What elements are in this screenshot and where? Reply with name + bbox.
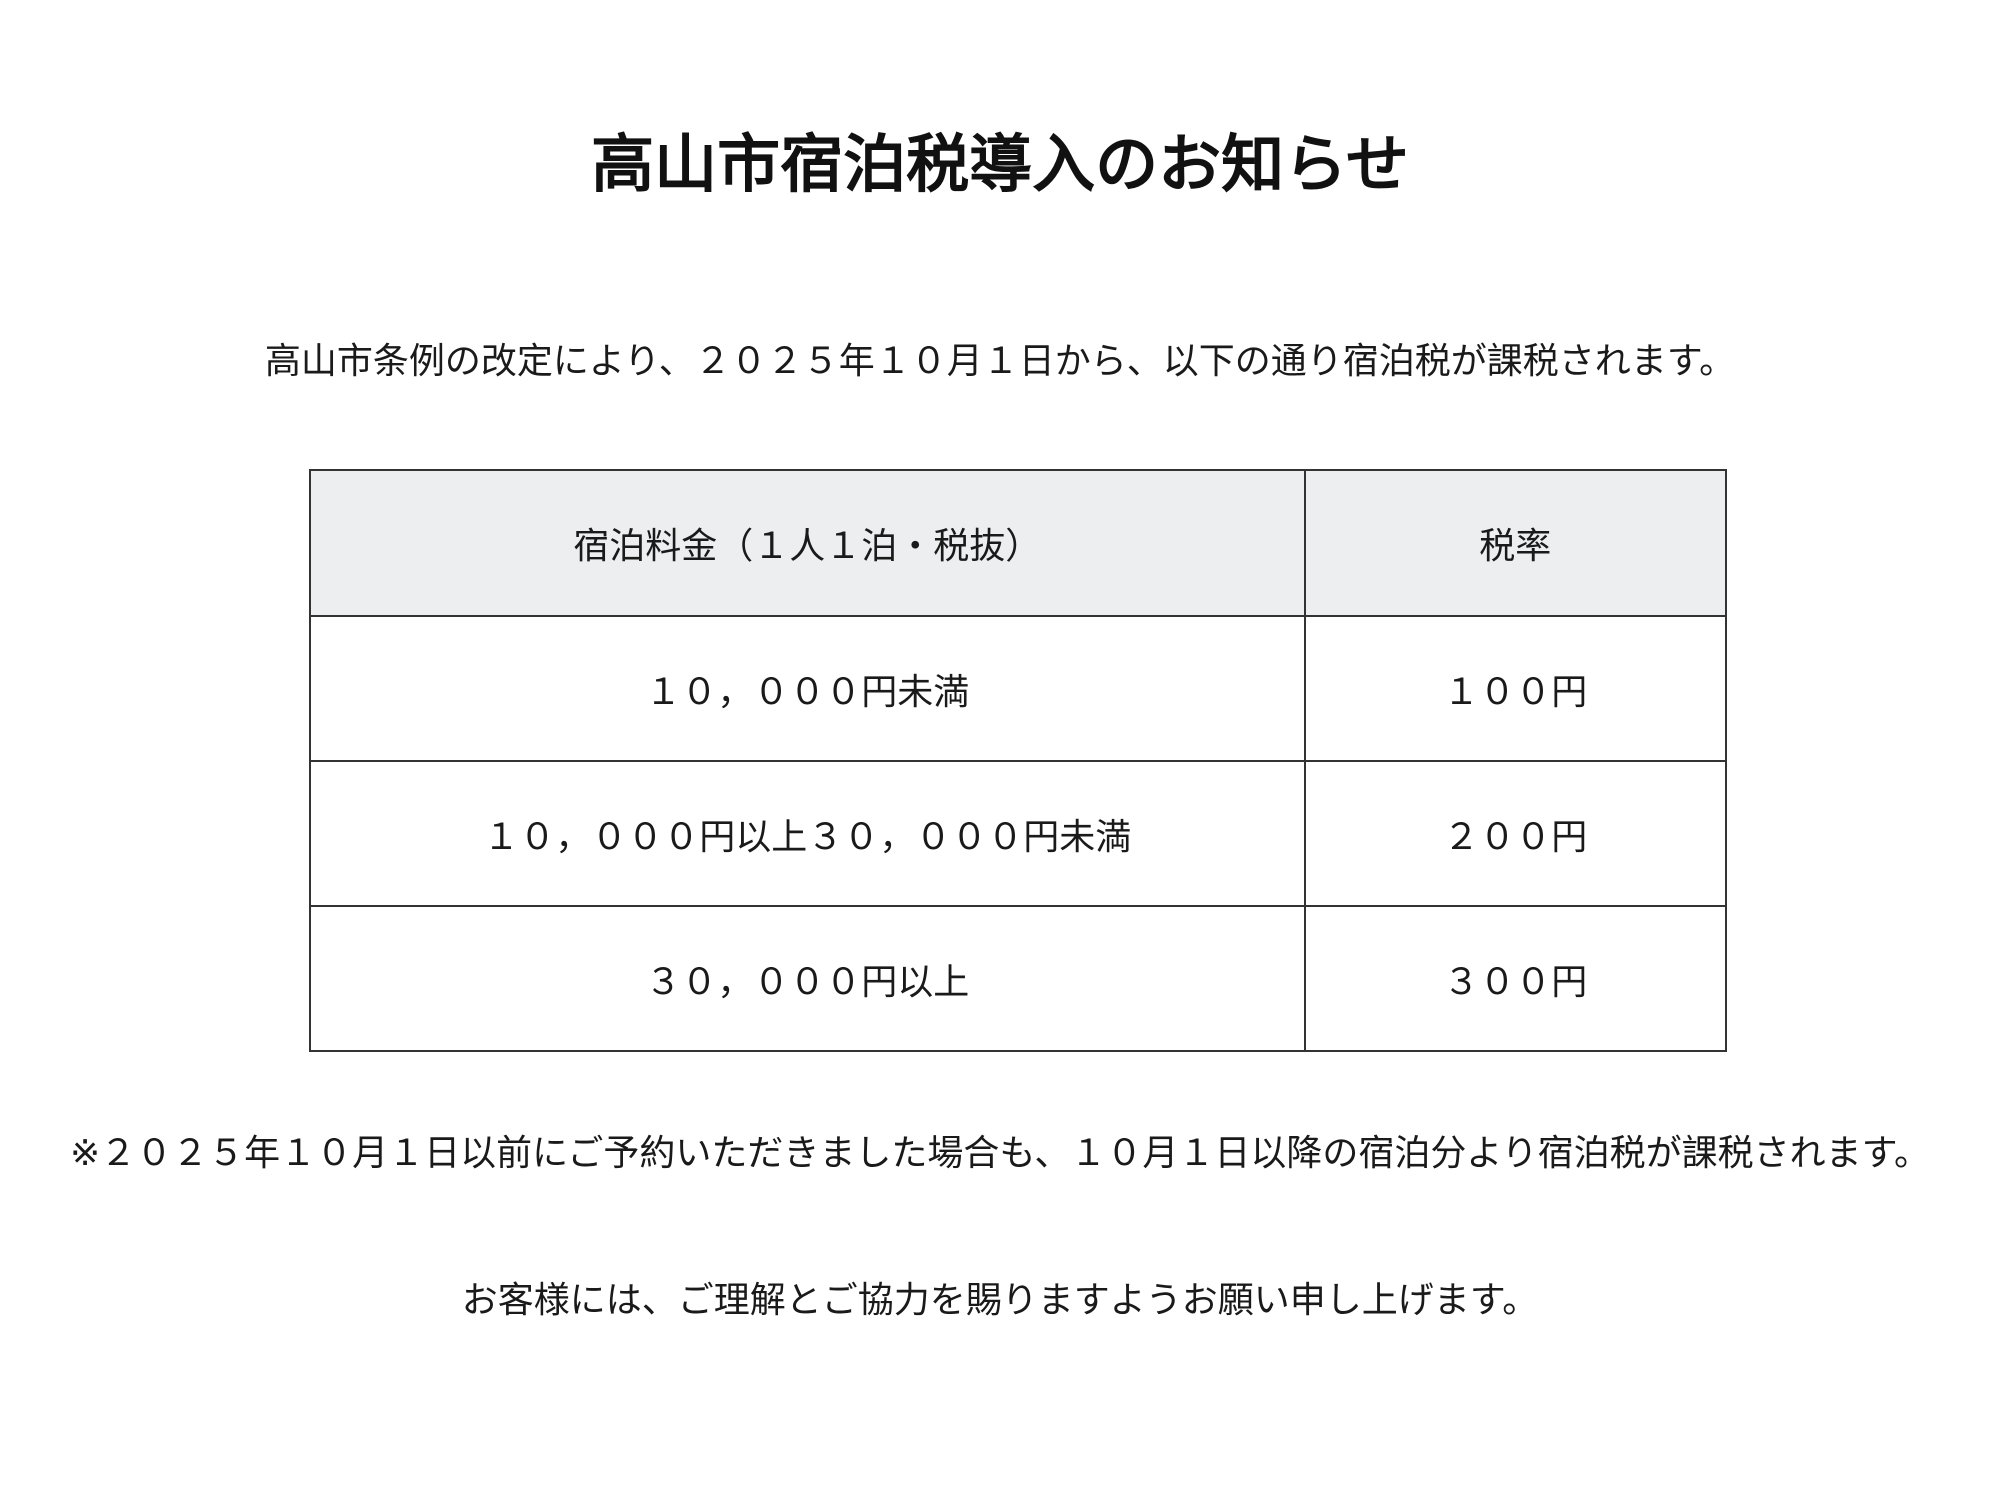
note-text: ※２０２５年１０月１日以前にご予約いただきました場合も、１０月１日以降の宿泊分よ… — [69, 1133, 1931, 1174]
price-cell: １０，０００円未満 — [309, 615, 1306, 762]
rate-cell: １００円 — [1303, 615, 1728, 762]
table-row: ３０，０００円以上 ３００円 — [309, 905, 1728, 1052]
price-cell: １０，０００円以上３０，０００円未満 — [309, 760, 1306, 907]
header-rate: 税率 — [1303, 469, 1728, 617]
header-price: 宿泊料金（１人１泊・税抜） — [309, 469, 1306, 617]
closing-text: お客様には、ご理解とご協力を賜りますようお願い申し上げます。 — [461, 1280, 1539, 1321]
page-title: 高山市宿泊税導入のお知らせ — [591, 128, 1409, 201]
table-header-row: 宿泊料金（１人１泊・税抜） 税率 — [309, 469, 1728, 617]
rate-cell: ２００円 — [1303, 760, 1728, 907]
rate-cell: ３００円 — [1303, 905, 1728, 1052]
table-row: １０，０００円未満 １００円 — [309, 615, 1728, 762]
price-cell: ３０，０００円以上 — [309, 905, 1306, 1052]
tax-rate-table: 宿泊料金（１人１泊・税抜） 税率 １０，０００円未満 １００円 １０，０００円以… — [309, 469, 1728, 1052]
intro-text: 高山市条例の改定により、２０２５年１０月１日から、以下の通り宿泊税が課税されます… — [264, 341, 1736, 382]
table-row: １０，０００円以上３０，０００円未満 ２００円 — [309, 760, 1728, 907]
